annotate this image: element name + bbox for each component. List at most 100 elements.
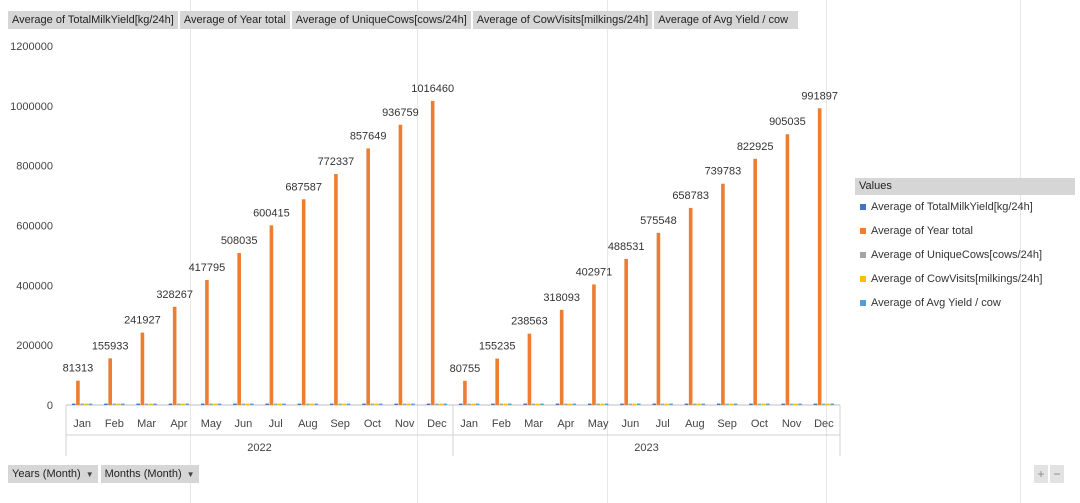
bar xyxy=(749,403,753,405)
legend-swatch xyxy=(860,228,866,234)
bar xyxy=(310,403,314,405)
bar xyxy=(378,403,383,405)
dropdown-arrow-icon: ▼ xyxy=(186,470,195,479)
sheet-gridline xyxy=(1020,0,1021,503)
data-label: 658783 xyxy=(672,190,709,202)
field-button-year-total[interactable]: Average of Year total xyxy=(179,11,292,29)
data-label: 80755 xyxy=(450,363,481,375)
bar xyxy=(209,403,213,405)
bar xyxy=(306,403,310,405)
bar xyxy=(507,403,512,405)
bar xyxy=(213,403,218,405)
data-label: 857649 xyxy=(350,130,387,142)
collapse-field-button[interactable]: − xyxy=(1050,465,1064,483)
bar xyxy=(568,403,572,405)
bar xyxy=(503,403,508,405)
sheet-gridline xyxy=(826,0,827,503)
x-tick-label: Dec xyxy=(814,418,834,430)
x-tick-label: Jun xyxy=(622,418,640,430)
bar xyxy=(168,403,173,405)
bar xyxy=(282,403,286,405)
years-filter-label: Years (Month) xyxy=(12,468,81,480)
bar xyxy=(140,332,145,405)
sheet-gridline xyxy=(190,0,191,503)
bar xyxy=(435,403,439,405)
legend-swatch xyxy=(860,252,866,258)
data-label: 488531 xyxy=(608,241,645,253)
y-tick-label: 800000 xyxy=(16,161,53,173)
data-label: 575548 xyxy=(640,215,677,227)
legend-label: Average of TotalMilkYield[kg/24h] xyxy=(871,201,1033,213)
bar xyxy=(628,403,633,405)
bar xyxy=(587,403,592,405)
bar xyxy=(495,358,499,405)
bar xyxy=(346,403,351,405)
bar xyxy=(559,309,564,405)
legend-item[interactable]: Average of Year total xyxy=(855,219,1075,243)
bar xyxy=(596,403,600,405)
bar xyxy=(822,403,826,405)
legend-title[interactable]: Values xyxy=(855,178,1075,195)
bar xyxy=(729,403,734,405)
x-tick-label: Apr xyxy=(170,418,187,430)
axis-field-buttons: Years (Month) ▼ Months (Month) ▼ xyxy=(8,465,202,483)
bar xyxy=(76,380,80,405)
field-button-total-milk-yield[interactable]: Average of TotalMilkYield[kg/24h] xyxy=(8,11,180,29)
bar xyxy=(684,403,689,405)
bar xyxy=(370,403,375,405)
bar xyxy=(555,403,560,405)
bar xyxy=(71,403,76,405)
bar xyxy=(153,403,157,405)
bar xyxy=(499,403,504,405)
legend-swatch xyxy=(860,276,866,282)
legend-item[interactable]: Average of Avg Yield / cow xyxy=(855,291,1075,315)
bar xyxy=(753,158,757,405)
bar xyxy=(761,403,766,405)
x-tick-label: Jul xyxy=(269,418,283,430)
bar xyxy=(652,403,657,405)
sheet-gridline xyxy=(417,0,418,503)
y-tick-label: 200000 xyxy=(16,340,53,352)
bar xyxy=(366,148,370,405)
bar xyxy=(338,403,342,405)
x-tick-label: Nov xyxy=(395,418,415,430)
bar xyxy=(334,173,338,405)
bar xyxy=(471,403,476,405)
bar xyxy=(301,199,306,405)
field-button-cow-visits[interactable]: Average of CowVisits[milkings/24h] xyxy=(472,11,655,29)
y-tick-label: 1200000 xyxy=(10,41,53,53)
data-label: 905035 xyxy=(769,116,806,128)
expand-field-button[interactable]: + xyxy=(1034,465,1048,483)
legend-item[interactable]: Average of TotalMilkYield[kg/24h] xyxy=(855,195,1075,219)
bar xyxy=(660,403,665,405)
value-field-buttons: Average of TotalMilkYield[kg/24h] Averag… xyxy=(8,11,801,29)
bar xyxy=(205,280,209,405)
bar xyxy=(120,403,125,405)
bar xyxy=(245,403,250,405)
bar xyxy=(620,403,624,405)
legend-item[interactable]: Average of UniqueCows[cows/24h] xyxy=(855,243,1075,267)
legend-item[interactable]: Average of CowVisits[milkings/24h] xyxy=(855,267,1075,291)
x-tick-label: Oct xyxy=(364,418,381,430)
data-label: 822925 xyxy=(737,141,774,153)
bar xyxy=(592,284,596,405)
bar xyxy=(241,403,246,405)
field-button-avg-yield[interactable]: Average of Avg Yield / cow xyxy=(654,11,801,29)
bar xyxy=(439,403,443,405)
x-tick-label: Jun xyxy=(235,418,253,430)
x-tick-label: Feb xyxy=(105,418,124,430)
bar xyxy=(733,403,738,405)
years-filter-button[interactable]: Years (Month) ▼ xyxy=(8,465,98,483)
bar xyxy=(817,108,822,406)
bar xyxy=(794,403,798,405)
data-label: 687587 xyxy=(285,181,322,193)
field-button-unique-cows[interactable]: Average of UniqueCows[cows/24h] xyxy=(291,11,473,29)
legend-label: Average of Year total xyxy=(871,225,973,237)
months-filter-button[interactable]: Months (Month) ▼ xyxy=(100,465,199,483)
data-label: 155933 xyxy=(92,340,129,352)
bar xyxy=(181,403,185,405)
x-tick-label: Sep xyxy=(330,418,350,430)
bar xyxy=(233,403,237,405)
